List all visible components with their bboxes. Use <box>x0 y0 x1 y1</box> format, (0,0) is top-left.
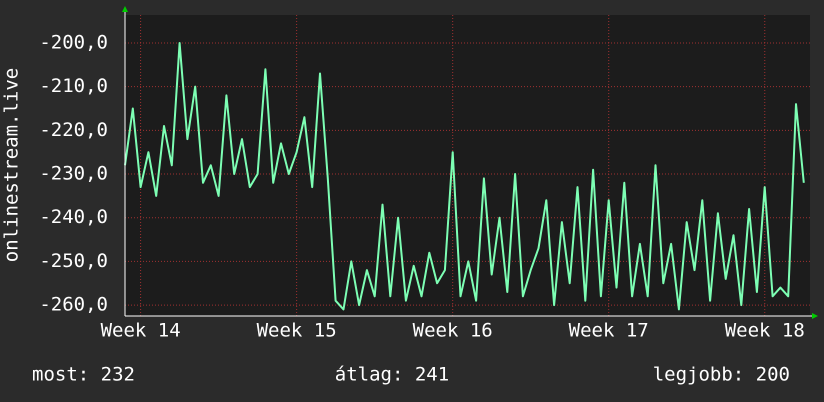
y-axis-label: onlinestream.live <box>1 68 23 262</box>
stat-average: átlag: 241 <box>335 364 449 386</box>
y-tick-label: -250,0 <box>39 250 108 272</box>
data-line <box>124 42 805 311</box>
y-tick-label: -240,0 <box>39 206 108 228</box>
y-tick-label: -260,0 <box>39 294 108 316</box>
x-tick-label: Week 17 <box>569 320 649 342</box>
axis-arrow <box>812 313 818 319</box>
x-tick-label: Week 18 <box>725 320 805 342</box>
x-tick-label: Week 16 <box>413 320 493 342</box>
y-tick-label: -230,0 <box>39 163 108 185</box>
y-tick-label: -200,0 <box>39 31 108 53</box>
axis-arrow <box>122 6 128 12</box>
stat-best: legjobb: 200 <box>653 364 790 386</box>
x-tick-label: Week 14 <box>101 320 181 342</box>
x-tick-label: Week 15 <box>257 320 337 342</box>
stat-current: most: 232 <box>32 364 135 386</box>
y-tick-label: -210,0 <box>39 75 108 97</box>
y-tick-label: -220,0 <box>39 119 108 141</box>
